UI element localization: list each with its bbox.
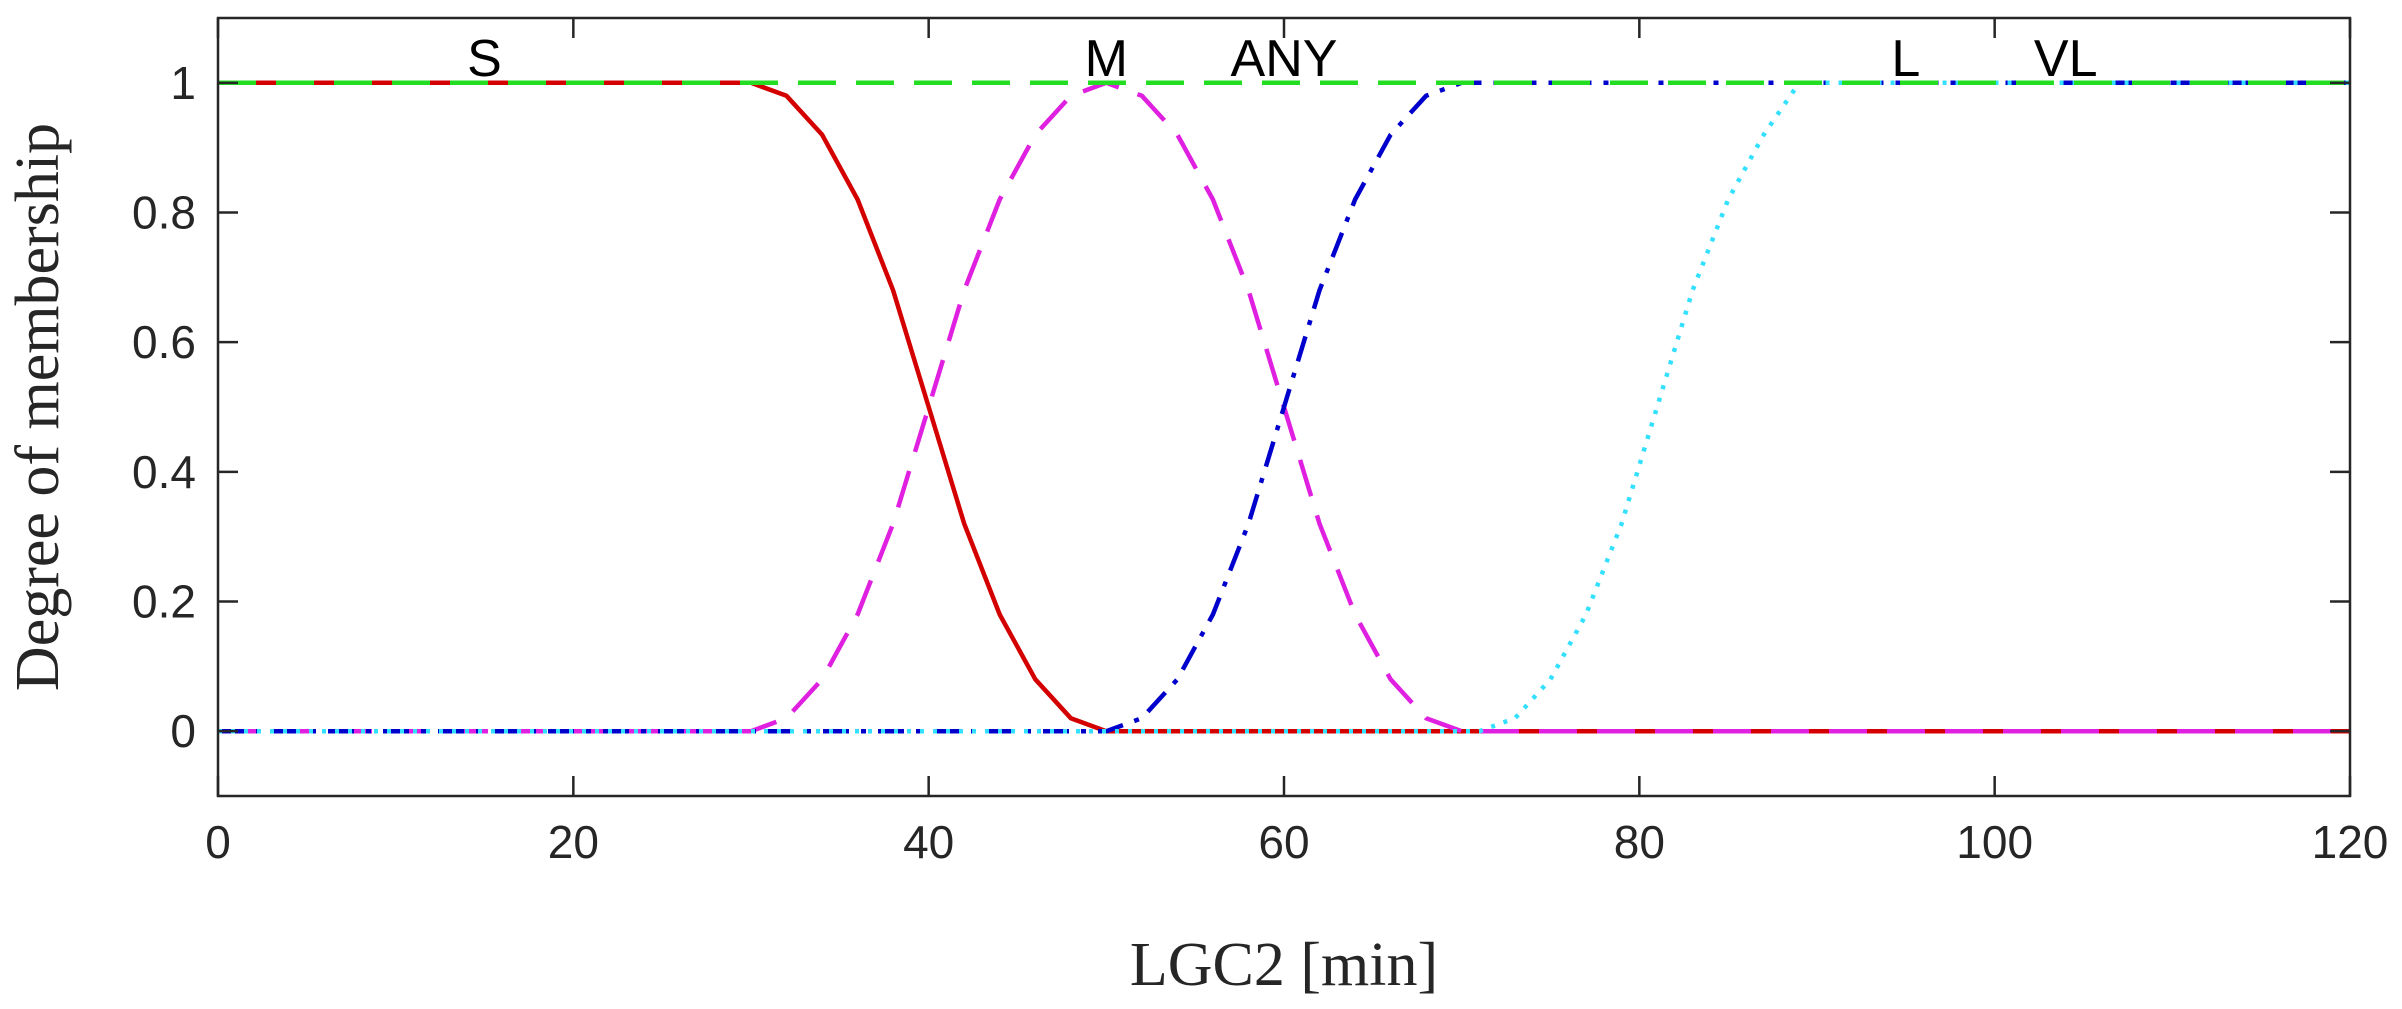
series-line-3 xyxy=(218,80,2350,734)
plot-area xyxy=(218,80,2350,734)
set-label: VL xyxy=(2034,30,2098,88)
x-tick-label: 100 xyxy=(1956,816,2033,868)
x-tick-label: 60 xyxy=(1258,816,1309,868)
y-axis-label: Degree of membership xyxy=(4,123,72,691)
x-axis-label: LGC2 [min] xyxy=(1130,931,1438,999)
y-tick-label: 0.2 xyxy=(132,576,196,628)
x-tick-label: 120 xyxy=(2312,816,2389,868)
x-tick-label: 40 xyxy=(903,816,954,868)
x-tick-label: 20 xyxy=(548,816,599,868)
set-label: S xyxy=(467,30,502,88)
x-tick-label: 80 xyxy=(1614,816,1665,868)
y-tick-label: 0.6 xyxy=(132,316,196,368)
y-tick-label: 1 xyxy=(170,57,196,109)
y-tick-label: 0.8 xyxy=(132,187,196,239)
set-label: L xyxy=(1891,30,1920,88)
set-labels: S M ANY L VL xyxy=(467,30,2097,88)
y-tick-label: 0 xyxy=(170,705,196,757)
y-tick-label: 0.4 xyxy=(132,446,196,498)
set-label: M xyxy=(1085,30,1128,88)
series-line-1 xyxy=(218,80,2350,734)
set-label: ANY xyxy=(1231,30,1338,88)
x-tick-label: 0 xyxy=(205,816,231,868)
axis-ticks: 0 20 40 60 80 100 120 0 0.2 0.4 0.6 0.8 1 xyxy=(132,18,2388,868)
